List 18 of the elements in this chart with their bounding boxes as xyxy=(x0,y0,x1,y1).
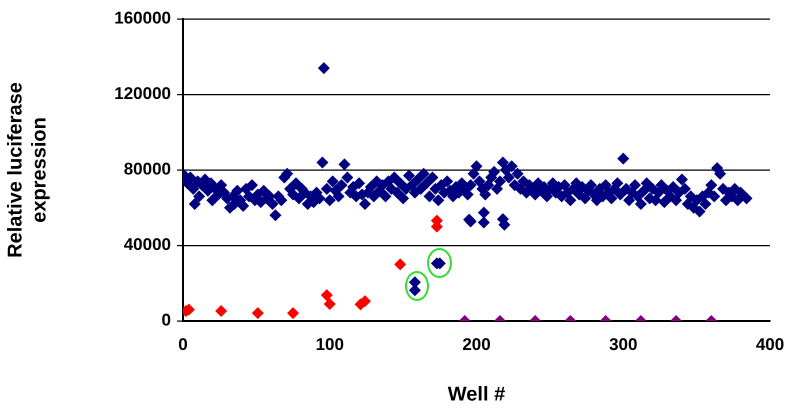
y-tick-label: 40000 xyxy=(124,235,171,254)
y-tick-label: 0 xyxy=(162,310,171,330)
point xyxy=(287,307,300,320)
y-tick-label: 160000 xyxy=(114,8,171,28)
point xyxy=(320,289,333,302)
x-tick-label: 400 xyxy=(756,334,784,354)
x-tick-label: 0 xyxy=(178,334,188,354)
x-tick-label: 100 xyxy=(316,334,344,354)
x-tick-label: 200 xyxy=(462,334,491,354)
y-tick-label: 120000 xyxy=(114,84,171,104)
point xyxy=(324,298,336,310)
point xyxy=(215,304,228,317)
x-axis-title: Well # xyxy=(448,384,506,406)
point xyxy=(394,258,406,270)
x-tick-label: 300 xyxy=(609,334,638,354)
point xyxy=(252,307,264,320)
y-tick-label: 80000 xyxy=(124,160,171,179)
y-axis-title: Relative luciferase expression xyxy=(4,82,51,258)
